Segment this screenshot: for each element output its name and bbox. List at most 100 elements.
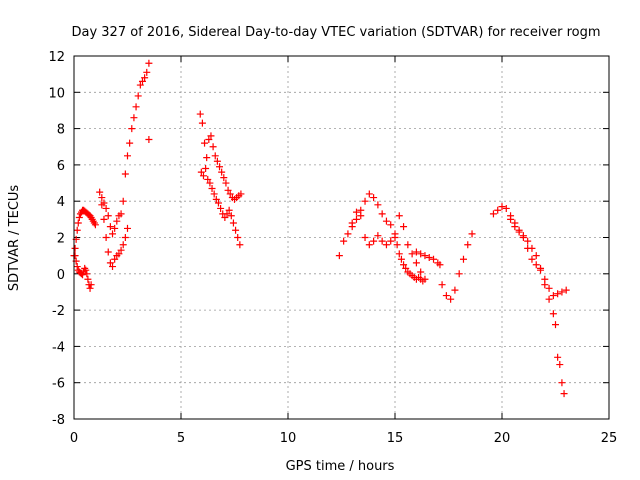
data-point — [391, 234, 399, 241]
data-point — [84, 275, 92, 283]
data-point — [205, 135, 213, 143]
data-point — [136, 81, 144, 89]
data-point — [198, 119, 206, 127]
data-point — [455, 270, 463, 278]
series-arc-4b — [348, 208, 425, 276]
y-tick-label: -6 — [52, 377, 65, 392]
data-point — [382, 241, 390, 249]
data-point — [83, 270, 91, 278]
data-point — [124, 224, 131, 232]
series-arc-1a — [70, 206, 99, 260]
x-tick-label: 25 — [601, 431, 618, 446]
data-point — [464, 241, 472, 249]
data-point — [213, 157, 221, 165]
data-point — [218, 168, 226, 176]
series-arc-5b — [507, 215, 568, 398]
data-point — [229, 219, 237, 227]
data-point — [498, 203, 506, 211]
y-tick-label: 8 — [57, 123, 65, 138]
x-tick-label: 10 — [280, 431, 297, 446]
data-point — [234, 234, 242, 241]
data-point — [106, 259, 114, 267]
series-arc-4a — [335, 190, 395, 260]
data-point — [447, 295, 455, 303]
data-point — [436, 261, 444, 269]
data-point — [124, 152, 131, 160]
data-points — [70, 59, 570, 398]
x-tick-label: 0 — [70, 431, 78, 446]
data-point — [109, 263, 117, 271]
data-point — [223, 210, 231, 218]
grid-lines — [74, 56, 609, 419]
data-point — [119, 241, 127, 249]
data-point — [402, 264, 410, 272]
data-point — [554, 353, 562, 361]
x-tick-label: 15 — [387, 431, 404, 446]
data-point — [468, 230, 476, 238]
data-point — [489, 210, 497, 218]
data-point — [374, 201, 382, 209]
data-point — [560, 390, 568, 398]
data-point — [196, 110, 204, 118]
data-point — [532, 252, 540, 260]
data-point — [400, 261, 408, 269]
data-point — [554, 290, 562, 298]
data-point — [502, 204, 510, 212]
data-point — [211, 152, 219, 160]
series-arc-2b — [98, 135, 153, 271]
series-arc-3b — [197, 165, 244, 249]
data-point — [130, 114, 138, 122]
data-point — [145, 135, 153, 143]
data-point — [352, 208, 360, 216]
data-point — [541, 281, 549, 289]
series-arc-2a — [96, 59, 153, 238]
series-arc-1b — [71, 252, 95, 292]
data-point — [344, 230, 352, 238]
data-point — [226, 190, 234, 198]
data-point — [558, 288, 566, 296]
y-tick-label: 2 — [57, 232, 65, 247]
data-point — [348, 219, 356, 227]
data-point — [117, 210, 125, 218]
data-point — [417, 268, 425, 276]
data-point — [117, 246, 125, 254]
data-point — [412, 259, 420, 267]
data-point — [128, 125, 136, 133]
data-point — [425, 253, 433, 261]
data-point — [104, 212, 112, 220]
data-point — [109, 230, 117, 238]
data-point — [102, 204, 110, 212]
data-point — [98, 201, 106, 209]
data-point — [91, 221, 99, 229]
data-point — [412, 248, 420, 256]
data-point — [511, 223, 519, 231]
data-point — [113, 217, 121, 225]
data-point — [73, 226, 81, 234]
y-tick-label: 4 — [57, 195, 65, 210]
series-arc-3a — [196, 110, 245, 203]
data-point — [365, 241, 373, 249]
data-point — [227, 212, 235, 220]
data-point — [208, 184, 216, 192]
data-point — [370, 194, 378, 202]
data-point — [387, 237, 395, 245]
y-tick-label: -2 — [52, 304, 65, 319]
data-point — [119, 197, 127, 205]
data-point — [96, 188, 104, 196]
chart-title: Day 327 of 2016, Sidereal Day-to-day VTE… — [71, 25, 600, 40]
data-point — [214, 199, 222, 207]
data-point — [459, 255, 467, 263]
data-point — [361, 197, 369, 205]
data-point — [393, 241, 401, 249]
data-point — [365, 190, 373, 198]
data-point — [111, 224, 119, 232]
data-point — [74, 219, 82, 227]
data-point — [202, 165, 210, 173]
data-point — [86, 284, 94, 292]
data-point — [216, 163, 224, 171]
data-point — [141, 74, 149, 82]
data-point — [494, 206, 502, 214]
data-point — [224, 186, 232, 194]
data-point — [519, 232, 527, 240]
